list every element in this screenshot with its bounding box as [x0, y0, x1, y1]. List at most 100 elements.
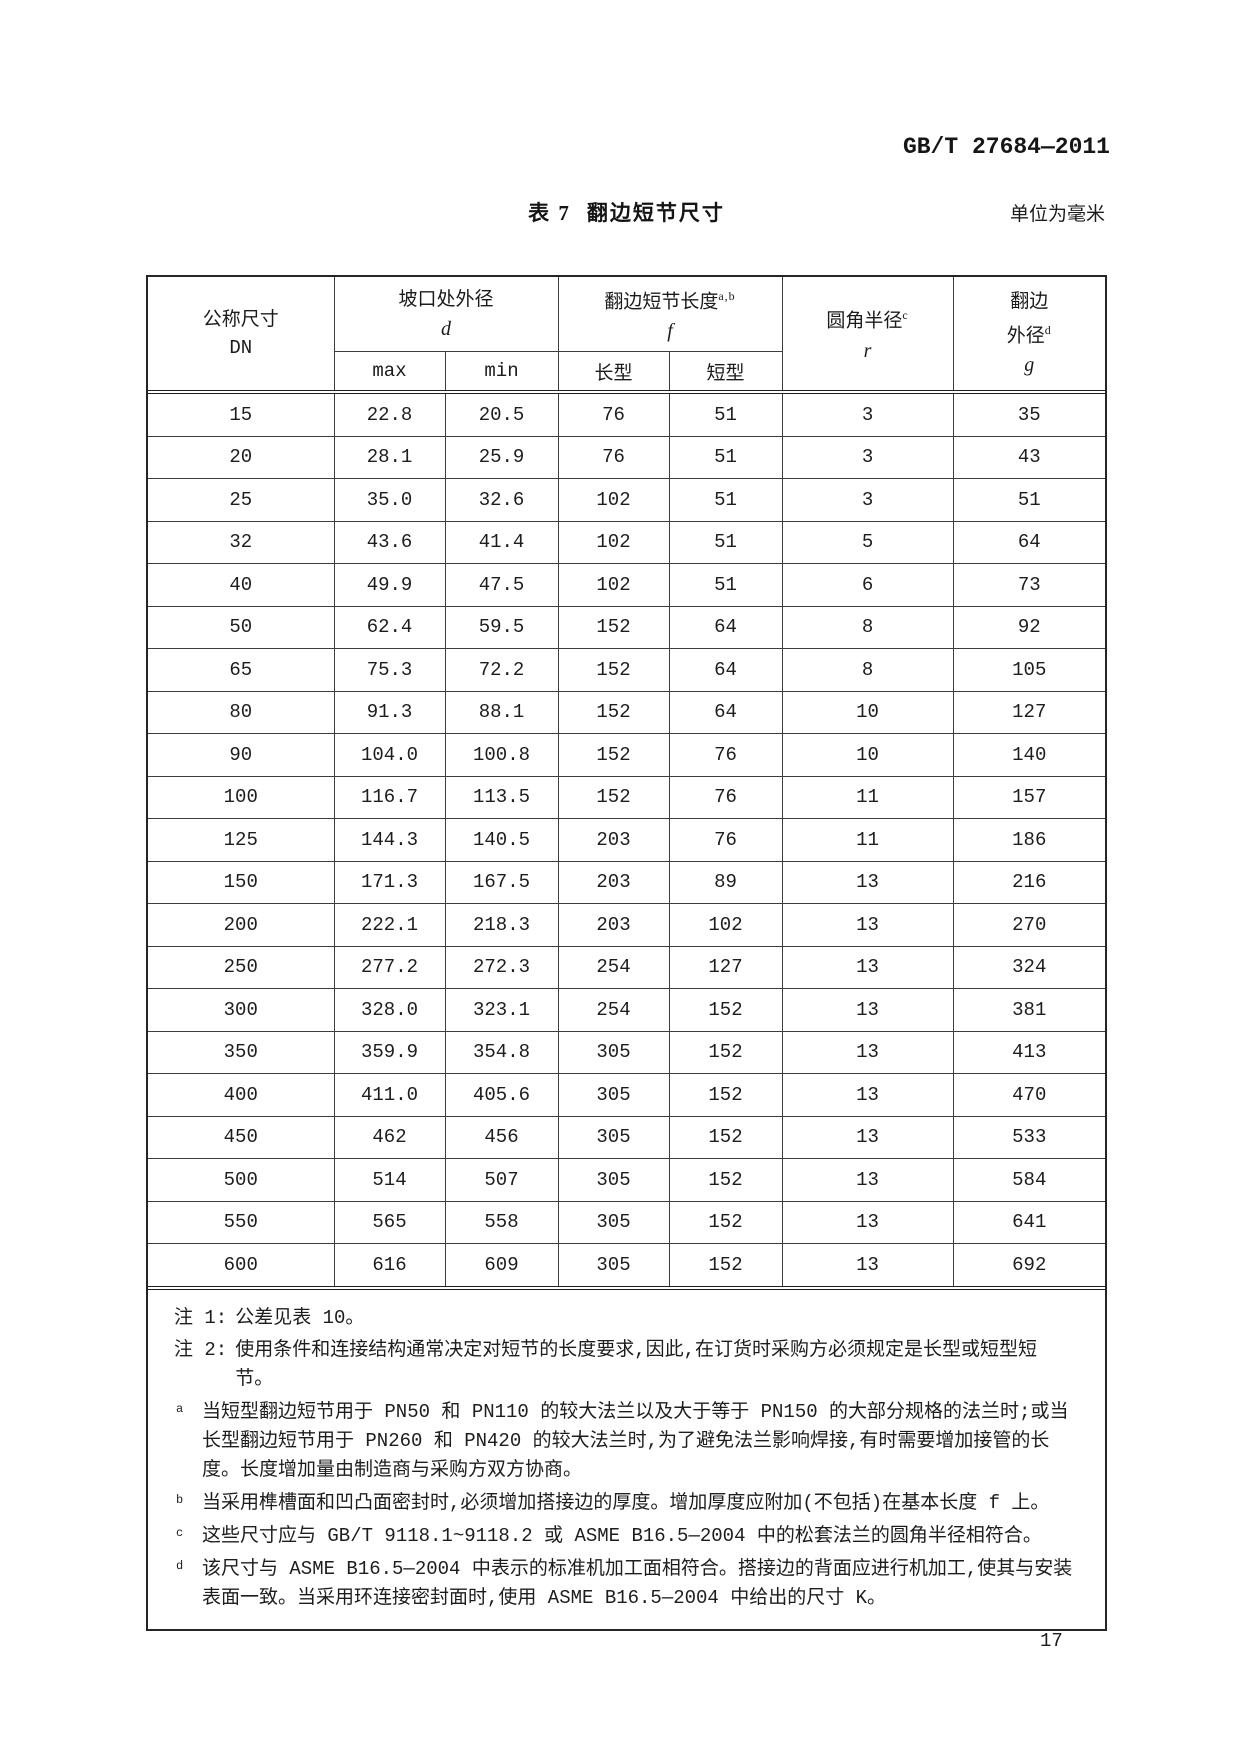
table-cell: 50 [147, 605, 335, 649]
page-number: 17 [1040, 1630, 1063, 1652]
footnote-marker-d: d [1044, 322, 1052, 337]
table-cell: 35.0 [333, 478, 446, 522]
table-row: 80 91.3 88.1 152 64 10 127 [147, 690, 1106, 734]
table-cell: 76 [668, 733, 783, 777]
table-cell: 216 [952, 860, 1106, 904]
table-cell: 218.3 [444, 903, 559, 947]
table-cell: 13 [781, 903, 954, 947]
table-cell: 203 [557, 818, 670, 862]
footnote-b-text: 当采用榫槽面和凹凸面密封时,必须增加搭接边的厚度。增加厚度应附加(不包括)在基本… [202, 1491, 1050, 1514]
table-cell: 5 [781, 520, 954, 564]
table-cell: 100 [147, 775, 335, 819]
table-cell: 305 [557, 1030, 670, 1074]
table-cell: 92 [952, 605, 1106, 649]
table-row: 25 35.0 32.6 102 51 3 51 [147, 478, 1106, 522]
table-cell: 90 [147, 733, 335, 777]
table-cell: 507 [444, 1158, 559, 1202]
table-cell: 13 [781, 1158, 954, 1202]
header-cell-g: 翻边 外径d g [952, 276, 1106, 394]
footnote-d-marker: d [176, 1558, 184, 1573]
header-g-symbol: g [1024, 354, 1035, 377]
footnote-a-marker: a [176, 1401, 184, 1416]
table-cell: 62.4 [333, 605, 446, 649]
table-cell: 305 [557, 1073, 670, 1117]
table-body: 15 22.8 20.5 76 51 3 35 20 28.1 25.9 76 51 3 43 25 35.0… [147, 391, 1106, 1286]
table-cell: 533 [952, 1115, 1106, 1159]
table-cell: 692 [952, 1243, 1106, 1286]
header-g-title-line1: 翻边 [1010, 290, 1049, 312]
dimension-table-frame: 公称尺寸 DN 坡口处外径 d 翻边短节长度a,b f 圆角半径c r [146, 275, 1107, 1631]
table-cell: 152 [668, 1115, 783, 1159]
table-row: 65 75.3 72.2 152 64 8 105 [147, 648, 1106, 692]
table-cell: 51 [668, 520, 783, 564]
header-f-symbol: f [667, 320, 673, 343]
table-cell: 43 [952, 435, 1106, 479]
table-cell: 25 [147, 478, 335, 522]
table-cell: 51 [668, 563, 783, 607]
table-cell: 13 [781, 1200, 954, 1244]
table-cell: 88.1 [444, 690, 559, 734]
header-cell-f: 翻边短节长度a,b f [557, 276, 783, 352]
subheader-max: max [333, 351, 446, 394]
table-cell: 609 [444, 1243, 559, 1286]
table-cell: 127 [952, 690, 1106, 734]
table-cell: 72.2 [444, 648, 559, 692]
table-caption-prefix: 表 7 [528, 201, 571, 225]
table-row: 300 328.0 323.1 254 152 13 381 [147, 988, 1106, 1032]
table-cell: 59.5 [444, 605, 559, 649]
table-cell: 8 [781, 605, 954, 649]
table-cell: 43.6 [333, 520, 446, 564]
subheader-short-type: 短型 [668, 351, 783, 394]
table-cell: 328.0 [333, 988, 446, 1032]
note-2: 注 2: 使用条件和连接结构通常决定对短节的长度要求,因此,在订货时采购方必须规… [174, 1336, 1075, 1394]
table-cell: 152 [668, 1243, 783, 1286]
table-cell: 450 [147, 1115, 335, 1159]
footnote-c-text: 这些尺寸应与 GB/T 9118.1~9118.2 或 ASME B16.5—2… [202, 1524, 1042, 1547]
table-cell: 470 [952, 1073, 1106, 1117]
table-cell: 400 [147, 1073, 335, 1117]
table-cell: 13 [781, 988, 954, 1032]
table-cell: 157 [952, 775, 1106, 819]
caption-line: 表 7 翻边短节尺寸 单位为毫米 [146, 197, 1107, 227]
table-cell: 140 [952, 733, 1106, 777]
table-cell: 350 [147, 1030, 335, 1074]
header-d-title: 坡口处外径 [398, 288, 494, 310]
table-cell: 558 [444, 1200, 559, 1244]
footnote-marker-ab: a,b [718, 288, 736, 303]
table-row: 450 462 456 305 152 13 533 [147, 1115, 1106, 1159]
table-cell: 152 [557, 605, 670, 649]
table-cell: 305 [557, 1243, 670, 1286]
table-cell: 11 [781, 818, 954, 862]
table-cell: 40 [147, 563, 335, 607]
table-row: 100 116.7 113.5 152 76 11 157 [147, 775, 1106, 819]
table-cell: 80 [147, 690, 335, 734]
table-cell: 35 [952, 391, 1106, 437]
header-cell-dn: 公称尺寸 DN [147, 276, 335, 394]
table-cell: 51 [668, 478, 783, 522]
note-1-text: 公差见表 10。 [235, 1306, 365, 1329]
unit-note: 单位为毫米 [1009, 204, 1105, 225]
header-r-title: 圆角半径c [826, 308, 909, 332]
table-cell: 22.8 [333, 391, 446, 437]
header-cell-r: 圆角半径c r [781, 276, 954, 394]
table-cell: 100.8 [444, 733, 559, 777]
table-cell: 152 [557, 690, 670, 734]
table-cell: 47.5 [444, 563, 559, 607]
table-cell: 140.5 [444, 818, 559, 862]
table-cell: 102 [557, 478, 670, 522]
table-cell: 3 [781, 478, 954, 522]
table-row: 125 144.3 140.5 203 76 11 186 [147, 818, 1106, 862]
table-cell: 152 [668, 1030, 783, 1074]
table-cell: 11 [781, 775, 954, 819]
table-row: 250 277.2 272.3 254 127 13 324 [147, 945, 1106, 989]
table-cell: 51 [668, 435, 783, 479]
table-cell: 64 [952, 520, 1106, 564]
table-cell: 41.4 [444, 520, 559, 564]
table-cell: 152 [557, 733, 670, 777]
table-cell: 600 [147, 1243, 335, 1286]
table-cell: 13 [781, 860, 954, 904]
footnote-d: d 该尺寸与 ASME B16.5—2004 中表示的标准机加工面相符合。搭接边… [174, 1555, 1075, 1613]
table-cell: 102 [557, 563, 670, 607]
table-cell: 102 [668, 903, 783, 947]
